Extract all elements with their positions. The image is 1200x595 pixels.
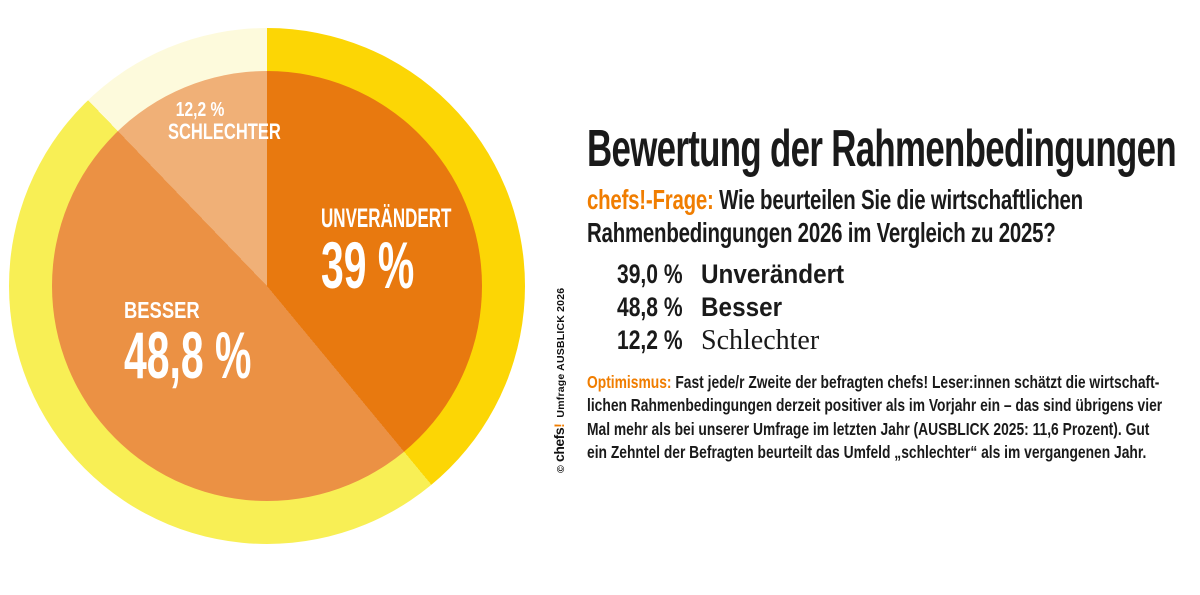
pie-segment-name: UNVERÄNDERT (321, 203, 452, 233)
analysis-note: Optimismus: Fast jede/r Zweite der befra… (587, 371, 1200, 464)
pie-segment-value: 12,2 % (175, 99, 225, 121)
question-prefix: chefs!-Frage: (587, 184, 714, 215)
note-line-3: Mal mehr als bei unserer Umfrage im letz… (587, 418, 1150, 439)
chefs-logo-bang: ! (551, 423, 567, 428)
note-line-1: Fast jede/r Zweite der befragten chefs! … (671, 372, 1160, 392)
copyright-credit: © chefs! Umfrage AUSBLICK 2026 (551, 288, 567, 473)
pie-segment-value: 48,8 % (124, 318, 252, 392)
credit-text: Umfrage AUSBLICK 2026 (555, 287, 567, 418)
result-value: 12,2 % (617, 325, 683, 355)
pie-chart: 12,2 % SCHLECHTER UNVERÄNDERT 39 % BESSE… (0, 0, 560, 595)
survey-question: chefs!-Frage: Wie beurteilen Sie die wir… (587, 183, 1083, 249)
copyright-symbol: © (555, 465, 567, 473)
result-row-besser: 48,8 % Besser (617, 292, 860, 325)
result-label: Schlechter (701, 325, 820, 356)
note-line-2: lichen Rahmenbedingungen derzeit positiv… (587, 395, 1163, 416)
result-label: Unverändert (701, 259, 845, 289)
pie-label-besser: BESSER 48,8 % (124, 297, 329, 392)
page-title: Bewertung der Rahmenbedingungen (587, 120, 1177, 178)
pie-slices (52, 71, 482, 501)
note-highlight: Optimismus: (587, 372, 672, 392)
pie-label-schlechter: 12,2 % SCHLECHTER (168, 99, 318, 143)
results-list: 39,0 % Unverändert 48,8 % Besser 12,2 % … (617, 259, 860, 358)
result-row-unveraendert: 39,0 % Unverändert (617, 259, 860, 292)
chefs-logo-text: chefs (551, 427, 567, 462)
result-value: 48,8 % (617, 292, 683, 322)
pie-segment-name: SCHLECHTER (168, 119, 281, 144)
pie-label-unveraendert: UNVERÄNDERT 39 % (321, 203, 528, 302)
result-label: Besser (701, 292, 783, 322)
chefs-logo: chefs! (551, 424, 567, 462)
question-line2: Rahmenbedingungen 2026 im Vergleich zu 2… (587, 217, 1056, 248)
pie-segment-name: BESSER (124, 297, 200, 323)
pie-segment-value: 39 % (321, 228, 415, 302)
note-line-4: ein Zehntel der Befragten beurteilt das … (587, 441, 1147, 462)
question-line1: Wie beurteilen Sie die wirtschaftlichen (713, 184, 1083, 215)
result-value: 39,0 % (617, 259, 683, 289)
result-row-schlechter: 12,2 % Schlechter (617, 325, 860, 358)
